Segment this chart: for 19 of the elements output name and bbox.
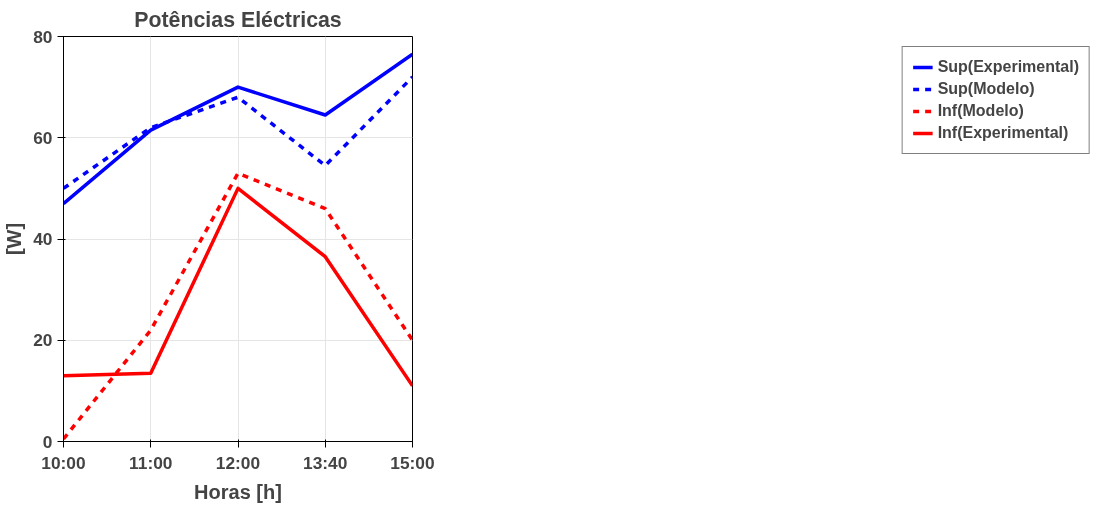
y-tick-label: 20	[33, 330, 53, 351]
line-series	[63, 52, 413, 206]
x-axis-title: Horas [h]	[194, 480, 282, 503]
y-tick-label: 60	[33, 127, 53, 148]
x-tick-label: 10:00	[41, 452, 86, 473]
legend-label: Inf(Experimental)	[937, 124, 1069, 142]
y-tick-label: 0	[42, 431, 53, 452]
y-axis-title: [W]	[3, 222, 26, 256]
chart-title: Potências Eléctricas	[134, 7, 342, 32]
x-tick-label: 15:00	[390, 452, 435, 473]
x-tick-label: 12:00	[215, 452, 261, 473]
y-tick-label: 40	[33, 229, 53, 249]
x-tick-label: 11:00	[129, 452, 173, 473]
line-series	[63, 171, 413, 441]
legend-label: Inf(Modelo)	[937, 102, 1024, 120]
legend-label: Sup(Modelo)	[937, 80, 1035, 98]
legend-label: Sup(Experimental)	[937, 58, 1079, 76]
x-tick-label: 13:40	[303, 452, 348, 473]
y-tick-label: 80	[33, 26, 53, 47]
